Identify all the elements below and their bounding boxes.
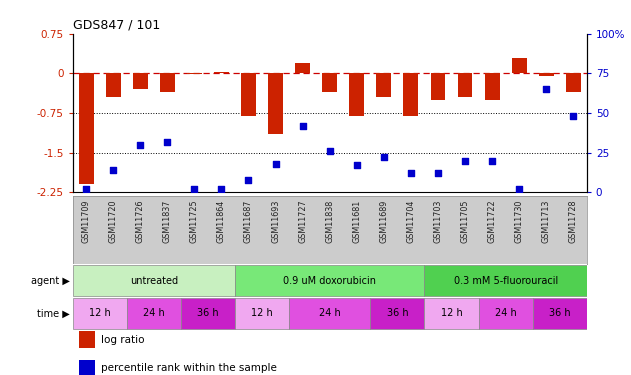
Bar bbox=[533, 298, 587, 329]
Point bbox=[216, 186, 227, 192]
Bar bbox=[235, 298, 289, 329]
Text: log ratio: log ratio bbox=[101, 335, 144, 345]
Text: 12 h: 12 h bbox=[440, 309, 463, 318]
Point bbox=[569, 113, 579, 119]
Point bbox=[189, 186, 199, 192]
Text: GSM11726: GSM11726 bbox=[136, 200, 144, 243]
Text: GSM11730: GSM11730 bbox=[515, 200, 524, 243]
Bar bbox=[289, 298, 370, 329]
Bar bbox=[376, 74, 391, 97]
Bar bbox=[106, 74, 121, 97]
Point bbox=[541, 86, 551, 92]
Bar bbox=[403, 74, 418, 116]
Text: GSM11713: GSM11713 bbox=[542, 200, 551, 243]
Text: GSM11727: GSM11727 bbox=[298, 200, 307, 243]
Text: GSM11837: GSM11837 bbox=[163, 200, 172, 243]
Text: GSM11720: GSM11720 bbox=[109, 200, 117, 243]
Text: GSM11722: GSM11722 bbox=[488, 200, 497, 243]
Text: 36 h: 36 h bbox=[197, 309, 219, 318]
Point bbox=[271, 161, 281, 167]
Text: 36 h: 36 h bbox=[387, 309, 408, 318]
Bar bbox=[478, 298, 533, 329]
Point bbox=[108, 167, 118, 173]
Point bbox=[487, 158, 497, 164]
Text: percentile rank within the sample: percentile rank within the sample bbox=[101, 363, 277, 373]
Text: GSM11838: GSM11838 bbox=[325, 200, 334, 243]
Bar bbox=[350, 74, 364, 116]
Point bbox=[379, 154, 389, 160]
Text: GDS847 / 101: GDS847 / 101 bbox=[73, 18, 160, 31]
Bar bbox=[73, 298, 127, 329]
Bar bbox=[127, 298, 181, 329]
Bar bbox=[73, 265, 235, 296]
Bar bbox=[430, 74, 445, 100]
Text: GSM11709: GSM11709 bbox=[81, 200, 91, 243]
Text: GSM11693: GSM11693 bbox=[271, 200, 280, 243]
Text: 0.9 uM doxorubicin: 0.9 uM doxorubicin bbox=[283, 276, 376, 285]
Bar bbox=[181, 298, 235, 329]
Bar bbox=[160, 74, 175, 92]
Text: 24 h: 24 h bbox=[495, 309, 517, 318]
Point bbox=[162, 138, 172, 144]
Text: GSM11864: GSM11864 bbox=[217, 200, 226, 243]
Bar bbox=[457, 74, 473, 97]
Text: untreated: untreated bbox=[130, 276, 178, 285]
Point bbox=[351, 162, 362, 168]
Text: GSM11703: GSM11703 bbox=[433, 200, 442, 243]
Bar bbox=[133, 74, 148, 89]
Bar bbox=[214, 72, 229, 74]
Bar bbox=[512, 57, 527, 74]
Bar bbox=[79, 74, 93, 184]
Bar bbox=[268, 74, 283, 134]
Bar bbox=[485, 74, 500, 100]
Point bbox=[460, 158, 470, 164]
Bar bbox=[79, 332, 95, 348]
Text: time ▶: time ▶ bbox=[37, 309, 69, 318]
Text: GSM11725: GSM11725 bbox=[190, 200, 199, 243]
Bar bbox=[566, 74, 581, 92]
Bar bbox=[241, 74, 256, 116]
Point bbox=[135, 142, 145, 148]
Text: GSM11687: GSM11687 bbox=[244, 200, 253, 243]
Text: agent ▶: agent ▶ bbox=[30, 276, 69, 285]
Text: GSM11681: GSM11681 bbox=[352, 200, 362, 243]
Bar bbox=[79, 360, 95, 375]
Point bbox=[324, 148, 334, 154]
Bar bbox=[295, 63, 310, 74]
Text: GSM11705: GSM11705 bbox=[461, 200, 469, 243]
Text: GSM11728: GSM11728 bbox=[569, 200, 578, 243]
Bar bbox=[425, 265, 587, 296]
Point bbox=[244, 177, 254, 183]
Point bbox=[406, 170, 416, 176]
Text: GSM11704: GSM11704 bbox=[406, 200, 415, 243]
Bar bbox=[235, 265, 425, 296]
Point bbox=[81, 186, 91, 192]
Point bbox=[433, 170, 443, 176]
Text: 12 h: 12 h bbox=[251, 309, 273, 318]
Point bbox=[514, 186, 524, 192]
Bar bbox=[425, 298, 478, 329]
Text: 36 h: 36 h bbox=[549, 309, 570, 318]
Text: 24 h: 24 h bbox=[143, 309, 165, 318]
Point bbox=[298, 123, 308, 129]
Text: GSM11689: GSM11689 bbox=[379, 200, 388, 243]
Bar bbox=[322, 74, 337, 92]
Bar bbox=[539, 74, 553, 76]
Bar bbox=[370, 298, 425, 329]
Text: 24 h: 24 h bbox=[319, 309, 341, 318]
Text: 0.3 mM 5-fluorouracil: 0.3 mM 5-fluorouracil bbox=[454, 276, 558, 285]
Text: 12 h: 12 h bbox=[89, 309, 110, 318]
